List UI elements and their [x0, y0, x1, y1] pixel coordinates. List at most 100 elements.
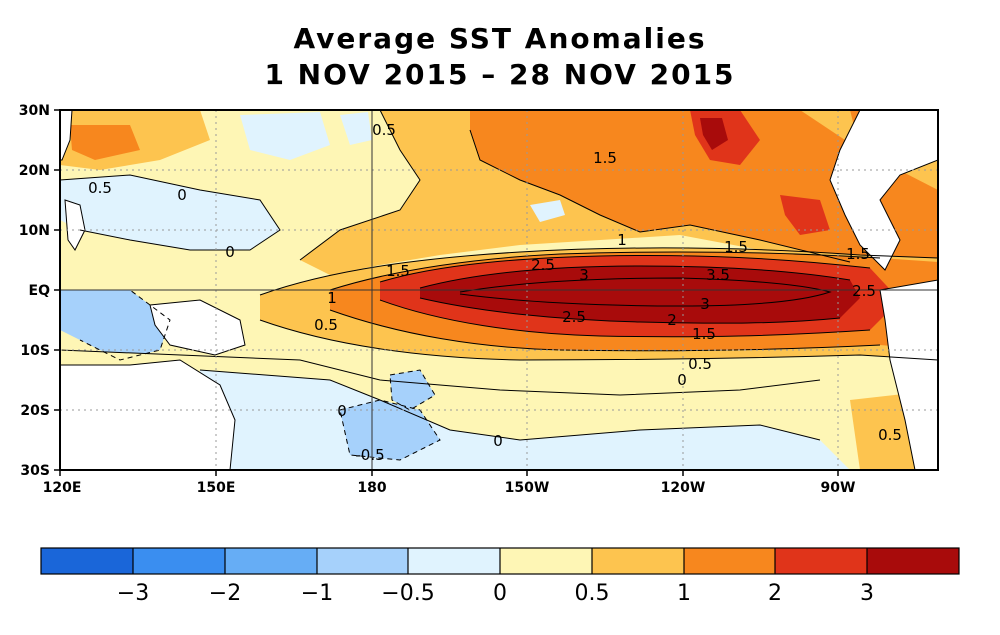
field-cool-spot	[530, 200, 565, 222]
contour-label: 2	[667, 311, 677, 329]
contour-west-0	[60, 174, 281, 251]
colorbar: −3 −2 −1 −0.5 0 0.5 1 2 3	[40, 547, 960, 606]
contour-label: 0	[677, 371, 687, 389]
field-hotspot-core	[700, 118, 728, 150]
field-cool-south3	[390, 370, 435, 410]
field-cool-nw	[240, 112, 330, 160]
x-tick-label: 120E	[43, 480, 82, 496]
colorbar-outline	[40, 547, 960, 575]
colorbar-label: −1	[301, 581, 333, 606]
field-band-1	[470, 110, 938, 275]
contour-label: 2.5	[562, 308, 586, 326]
colorbar-label: −3	[117, 581, 149, 606]
contour-eq-2-south	[379, 299, 871, 338]
colorbar-label: 2	[768, 581, 782, 606]
contour-label: 1.5	[386, 262, 410, 280]
contour-label: -0.5	[355, 446, 384, 464]
contour-label: 0.5	[88, 179, 112, 197]
x-tick-label: 180	[357, 480, 386, 496]
contour-label: 1	[327, 289, 337, 307]
chart-title-line1: Average SST Anomalies	[293, 22, 707, 55]
contour-south-neg05b	[389, 369, 436, 411]
contour-south-neg05	[339, 399, 441, 461]
contour-label: 3	[700, 295, 710, 313]
y-tick-label: EQ	[29, 283, 51, 299]
contour-eq-1-south	[329, 309, 881, 352]
contour-label: 0	[337, 402, 347, 420]
contour-label: 0.5	[314, 316, 338, 334]
contour-eq-3-south	[419, 297, 841, 324]
colorbar-label: 1	[677, 581, 691, 606]
contour-label: 1.5	[724, 238, 748, 256]
x-tick-label: 150E	[197, 480, 236, 496]
field-east-warm	[780, 195, 830, 235]
colorbar-swatch	[684, 548, 775, 574]
colorbar-label: 0	[493, 581, 507, 606]
contour-label: 0	[225, 243, 235, 261]
y-tick-label: 30S	[20, 463, 50, 479]
contour-label: 0	[177, 186, 187, 204]
field-nw-warm2	[70, 125, 140, 160]
field-cool-west	[60, 175, 280, 250]
land-australia	[60, 359, 236, 470]
contour-eq-05-south	[259, 319, 938, 361]
contour-label: 1.5	[593, 149, 617, 167]
contour-label: 0	[493, 432, 503, 450]
contour-label: 1.5	[846, 245, 870, 263]
colorbar-swatch	[500, 548, 592, 574]
colorbar-label: 3	[860, 581, 874, 606]
colorbar-swatch	[317, 548, 408, 574]
contour-eq-2-north	[379, 255, 871, 283]
colorbar-swatch	[133, 548, 225, 574]
contour-eq-05-north	[259, 247, 938, 296]
contour-label: 3.5	[706, 266, 730, 284]
contour-label: 2.5	[531, 256, 555, 274]
colorbar-swatch	[41, 548, 133, 574]
contour-label: 3	[579, 266, 589, 284]
colorbar-swatch	[867, 548, 959, 574]
colorbar-swatch	[775, 548, 867, 574]
x-tick-label: 120W	[661, 480, 706, 496]
field-cool-indonesia	[60, 290, 170, 360]
field-eq-3	[420, 266, 860, 324]
contour-eq-35	[459, 277, 832, 307]
contour-label: 0.5	[878, 426, 902, 444]
y-tick-labels: 30N 20N 10N EQ 10S 20S 30S	[19, 103, 50, 479]
y-tick-label: 30N	[19, 103, 50, 119]
land-asia	[60, 110, 73, 161]
land-south-america	[879, 279, 938, 470]
contour-label: 1	[617, 231, 627, 249]
y-tick-label: 20N	[19, 163, 50, 179]
y-tick-label: 20S	[20, 403, 50, 419]
x-tick-label: 90W	[821, 480, 856, 496]
y-tick-label: 10N	[19, 223, 50, 239]
contour-label: 2.5	[852, 282, 876, 300]
x-tick-label: 150W	[505, 480, 550, 496]
contour-label: 1.5	[692, 325, 716, 343]
contour-north-05	[299, 110, 421, 261]
axis-lines	[60, 110, 938, 470]
land-philippines	[64, 199, 86, 251]
contour-label: 0.5	[688, 355, 712, 373]
field-cool-n	[340, 112, 372, 145]
colorbar-swatch	[408, 548, 500, 574]
tick-marks	[54, 109, 839, 476]
contour-south-05	[60, 349, 821, 396]
contour-eq-3-north	[419, 265, 851, 289]
land-central-america	[829, 110, 938, 271]
colorbar-label: −2	[209, 581, 241, 606]
colorbar-label: 0.5	[575, 581, 610, 606]
contour-lines	[60, 110, 938, 461]
contour-south-0	[199, 369, 821, 441]
contour-labels: 0.5 1.5 0.5 0 0 1 1.5 2.5 3 1.5 3.5 1.5 …	[88, 121, 902, 464]
x-tick-labels: 120E 150E 180 150W 120W 90W	[43, 480, 856, 496]
chart-title-line2: 1 NOV 2015 – 28 NOV 2015	[264, 58, 736, 91]
contour-north-1	[469, 129, 851, 263]
colorbar-swatch	[592, 548, 684, 574]
contour-eq-1-north	[329, 251, 881, 291]
contour-label: 0.5	[372, 121, 396, 139]
colorbar-label: −0.5	[381, 581, 434, 606]
y-tick-label: 10S	[20, 343, 50, 359]
colorbar-labels: −3 −2 −1 −0.5 0 0.5 1 2 3	[117, 581, 874, 606]
